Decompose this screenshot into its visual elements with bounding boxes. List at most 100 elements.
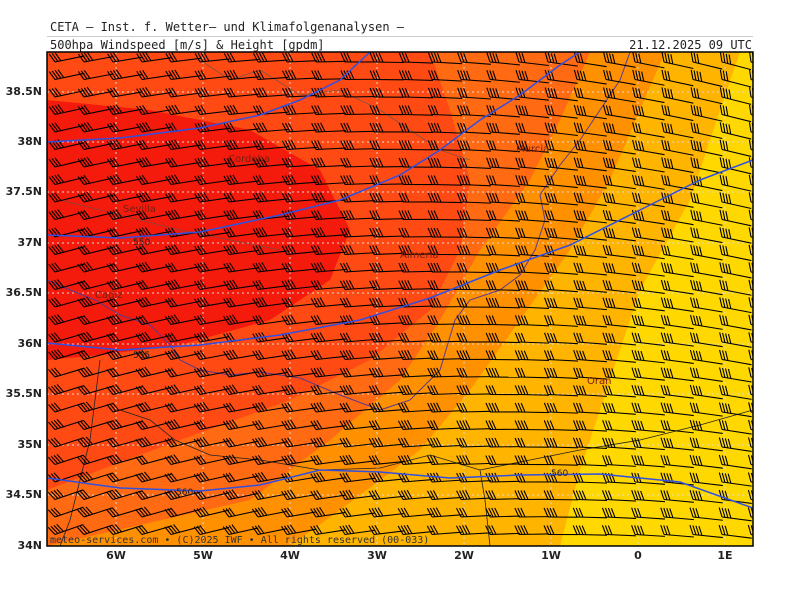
wind-barb bbox=[106, 157, 143, 168]
wind-barb bbox=[339, 419, 375, 431]
copyright-notice: meteo-services.com • (C)2025 IWF • All r… bbox=[50, 535, 430, 546]
wind-barb bbox=[456, 192, 491, 204]
wind-barb bbox=[223, 87, 259, 98]
latitude-label: 34.5N bbox=[5, 488, 42, 501]
wind-barb bbox=[252, 122, 288, 133]
wind-barb bbox=[660, 384, 694, 399]
wind-barb bbox=[543, 420, 579, 432]
wind-barb bbox=[689, 524, 723, 539]
wind-barb bbox=[193, 366, 230, 378]
wind-barb bbox=[719, 262, 752, 279]
wind-barb bbox=[631, 455, 665, 468]
wind-barb bbox=[485, 472, 521, 483]
wind-barb bbox=[48, 104, 85, 116]
wind-barb bbox=[544, 227, 578, 241]
wind-barb bbox=[311, 105, 346, 116]
city-label: Almeria bbox=[400, 250, 439, 261]
wind-barb bbox=[631, 174, 665, 190]
wind-barb bbox=[48, 314, 84, 326]
wind-barb bbox=[281, 104, 317, 116]
wind-barb bbox=[514, 490, 550, 501]
wind-barb bbox=[281, 227, 317, 238]
wind-barb bbox=[456, 280, 492, 291]
wind-barb bbox=[544, 315, 578, 327]
wind-barb bbox=[689, 472, 723, 487]
wind-barb bbox=[631, 525, 665, 537]
wind-barb bbox=[368, 490, 404, 501]
wind-barb bbox=[281, 262, 317, 273]
wind-barb bbox=[690, 297, 723, 313]
wind-barb bbox=[77, 454, 113, 466]
wind-barb bbox=[310, 315, 346, 326]
wind-barb bbox=[689, 419, 723, 435]
wind-barb bbox=[661, 139, 694, 156]
wind-barb bbox=[573, 192, 607, 207]
wind-barb bbox=[223, 349, 259, 361]
wind-barb bbox=[281, 437, 317, 448]
wind-barb bbox=[515, 52, 549, 67]
wind-barb bbox=[223, 174, 259, 186]
wind-barb bbox=[135, 314, 172, 326]
wind-barb bbox=[544, 104, 578, 119]
wind-barb bbox=[456, 420, 492, 431]
wind-barb bbox=[514, 525, 550, 536]
wind-barb bbox=[456, 402, 492, 413]
wind-barb bbox=[631, 209, 665, 225]
wind-barb bbox=[281, 192, 317, 203]
wind-barb bbox=[223, 122, 259, 133]
wind-barb bbox=[77, 174, 114, 186]
wind-barb bbox=[339, 279, 375, 291]
wind-barb bbox=[194, 157, 230, 168]
wind-barb bbox=[661, 122, 694, 139]
wind-barb bbox=[573, 244, 607, 259]
wind-barb bbox=[311, 122, 346, 133]
wind-barb bbox=[515, 245, 549, 257]
wind-barb bbox=[48, 279, 85, 291]
wind-barb bbox=[689, 437, 723, 452]
wind-barb bbox=[718, 454, 752, 470]
wind-barb bbox=[252, 157, 288, 168]
wind-barb bbox=[107, 87, 143, 98]
wind-barb bbox=[602, 157, 636, 172]
wind-barb bbox=[397, 384, 433, 396]
wind-barb bbox=[398, 87, 434, 99]
wind-barb bbox=[165, 104, 201, 116]
wind-barb bbox=[135, 401, 172, 413]
wind-barb bbox=[573, 297, 607, 311]
wind-barb bbox=[310, 245, 346, 256]
wind-barb bbox=[106, 244, 143, 256]
wind-barb bbox=[631, 349, 665, 364]
wind-barb bbox=[223, 244, 259, 256]
wind-barb bbox=[164, 349, 201, 361]
wind-barb bbox=[573, 350, 607, 363]
wind-barb bbox=[514, 297, 549, 309]
wind-barb bbox=[223, 139, 259, 151]
wind-barb bbox=[632, 87, 665, 104]
wind-barb bbox=[456, 490, 491, 501]
wind-barb bbox=[427, 350, 463, 361]
wind-barb bbox=[310, 210, 346, 221]
wind-barb bbox=[251, 471, 288, 483]
wind-barb bbox=[515, 104, 549, 119]
wind-barb bbox=[194, 105, 230, 116]
wind-barb bbox=[632, 52, 665, 69]
wind-barb bbox=[281, 174, 317, 186]
wind-barb bbox=[369, 192, 405, 203]
wind-barb bbox=[544, 122, 578, 137]
wind-barb bbox=[485, 402, 521, 413]
wind-barb bbox=[340, 87, 376, 98]
wind-barb bbox=[281, 507, 317, 518]
wind-barb bbox=[77, 419, 113, 431]
wind-barb bbox=[631, 227, 665, 242]
wind-barb bbox=[223, 262, 259, 273]
wind-barb bbox=[252, 384, 288, 396]
wind-barb bbox=[339, 507, 375, 518]
wind-barb bbox=[573, 69, 607, 85]
wind-barb bbox=[398, 70, 434, 82]
wind-barb bbox=[690, 227, 723, 244]
wind-barb bbox=[398, 227, 434, 238]
wind-barb bbox=[369, 297, 404, 308]
wind-barb bbox=[223, 104, 259, 116]
wind-barb bbox=[193, 401, 230, 413]
wind-barb bbox=[603, 87, 636, 103]
